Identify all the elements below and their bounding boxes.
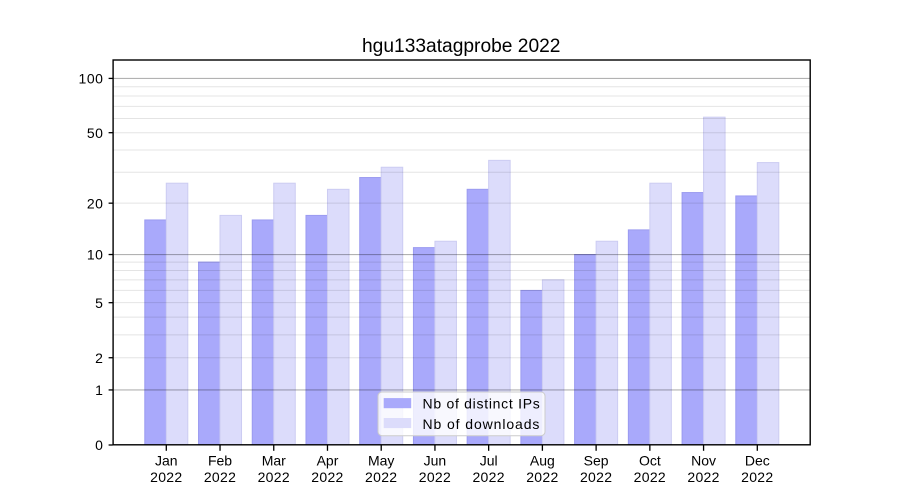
- svg-text:2022: 2022: [634, 469, 666, 485]
- svg-text:Mar: Mar: [262, 452, 286, 468]
- svg-text:Jun: Jun: [424, 452, 447, 468]
- svg-text:May: May: [368, 452, 394, 468]
- svg-text:2022: 2022: [526, 469, 558, 485]
- svg-text:Feb: Feb: [208, 452, 232, 468]
- svg-text:2022: 2022: [419, 469, 451, 485]
- svg-text:Jul: Jul: [480, 452, 498, 468]
- svg-text:2022: 2022: [204, 469, 236, 485]
- svg-text:2022: 2022: [258, 469, 290, 485]
- svg-text:2022: 2022: [741, 469, 773, 485]
- svg-text:Nb of distinct IPs: Nb of distinct IPs: [423, 396, 541, 412]
- svg-text:Aug: Aug: [530, 452, 555, 468]
- svg-text:2022: 2022: [472, 469, 504, 485]
- svg-text:Nov: Nov: [691, 452, 716, 468]
- svg-text:2022: 2022: [580, 469, 612, 485]
- svg-text:2022: 2022: [687, 469, 719, 485]
- svg-text:Nb of downloads: Nb of downloads: [423, 416, 541, 432]
- svg-text:hgu133atagprobe 2022: hgu133atagprobe 2022: [362, 36, 560, 57]
- svg-text:0: 0: [95, 437, 103, 453]
- svg-text:Jan: Jan: [155, 452, 178, 468]
- svg-text:50: 50: [87, 125, 104, 141]
- svg-text:100: 100: [78, 71, 103, 87]
- svg-text:1: 1: [95, 382, 103, 398]
- svg-text:5: 5: [95, 295, 103, 311]
- svg-text:20: 20: [87, 195, 104, 211]
- svg-text:2: 2: [95, 350, 103, 366]
- svg-text:Oct: Oct: [639, 452, 661, 468]
- svg-text:2022: 2022: [311, 469, 343, 485]
- svg-text:10: 10: [87, 247, 104, 263]
- svg-text:Dec: Dec: [745, 452, 770, 468]
- svg-text:Apr: Apr: [317, 452, 339, 468]
- svg-text:2022: 2022: [365, 469, 397, 485]
- svg-text:2022: 2022: [150, 469, 182, 485]
- svg-text:Sep: Sep: [584, 452, 609, 468]
